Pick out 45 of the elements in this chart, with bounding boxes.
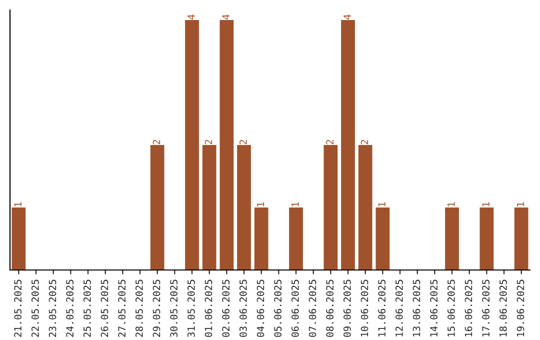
- x-tick-label: 15.06.2025: [447, 280, 455, 336]
- x-tick-label: 29.05.2025: [152, 280, 160, 337]
- x-tick-label: 31.05.2025: [187, 280, 195, 337]
- x-tick-label: 22.05.2025: [31, 280, 39, 337]
- data-label: 2: [152, 140, 160, 144]
- x-tick-label: 19.06.2025: [516, 280, 524, 336]
- x-tick-label: 14.06.2025: [430, 280, 438, 336]
- data-label: 4: [188, 14, 195, 20]
- x-tick-label: 26.05.2025: [100, 280, 108, 337]
- data-label: 1: [482, 202, 490, 206]
- data-label: 2: [326, 140, 334, 144]
- data-label: 1: [256, 202, 264, 206]
- x-tick-label: 18.06.2025: [499, 280, 507, 336]
- x-tick-label: 12.06.2025: [395, 280, 403, 336]
- x-tick-label: 23.05.2025: [48, 280, 56, 337]
- data-label: 1: [292, 202, 299, 206]
- x-tick-label: 10.06.2025: [360, 280, 368, 336]
- x-tick-label: 06.06.2025: [291, 280, 299, 337]
- data-label: 1: [378, 202, 386, 206]
- x-tick-label: 11.06.2025: [378, 280, 386, 336]
- x-tick-label: 04.06.2025: [256, 280, 264, 337]
- x-tick-label: 02.06.2025: [222, 280, 230, 337]
- x-tick-label: 05.06.2025: [274, 280, 282, 337]
- x-tick-label: 08.06.2025: [326, 280, 334, 337]
- x-tick-label: 27.05.2025: [118, 280, 126, 337]
- data-label: 1: [14, 202, 22, 206]
- data-label: 2: [204, 140, 212, 144]
- data-label: 4: [344, 14, 351, 20]
- x-tick-label: 17.06.2025: [482, 280, 490, 336]
- data-label: 1: [448, 202, 455, 206]
- x-tick-label: 09.06.2025: [343, 280, 351, 337]
- data-label: 4: [222, 14, 230, 20]
- data-label: 1: [516, 202, 524, 206]
- x-tick-label: 07.06.2025: [308, 280, 316, 337]
- x-tick-label: 21.05.2025: [14, 280, 22, 337]
- x-tick-label: 03.06.2025: [239, 280, 247, 337]
- x-tick-label: 30.05.2025: [170, 280, 178, 337]
- data-label: 2: [239, 140, 247, 144]
- x-tick-label: 16.06.2025: [464, 280, 472, 336]
- x-tick-label: 25.05.2025: [83, 280, 91, 337]
- x-tick-label: 13.06.2025: [412, 280, 420, 336]
- x-tick-label: 01.06.2025: [204, 280, 212, 337]
- x-tick-label: 24.05.2025: [66, 280, 74, 337]
- data-label: 2: [360, 140, 368, 144]
- x-tick-label: 28.05.2025: [135, 280, 143, 337]
